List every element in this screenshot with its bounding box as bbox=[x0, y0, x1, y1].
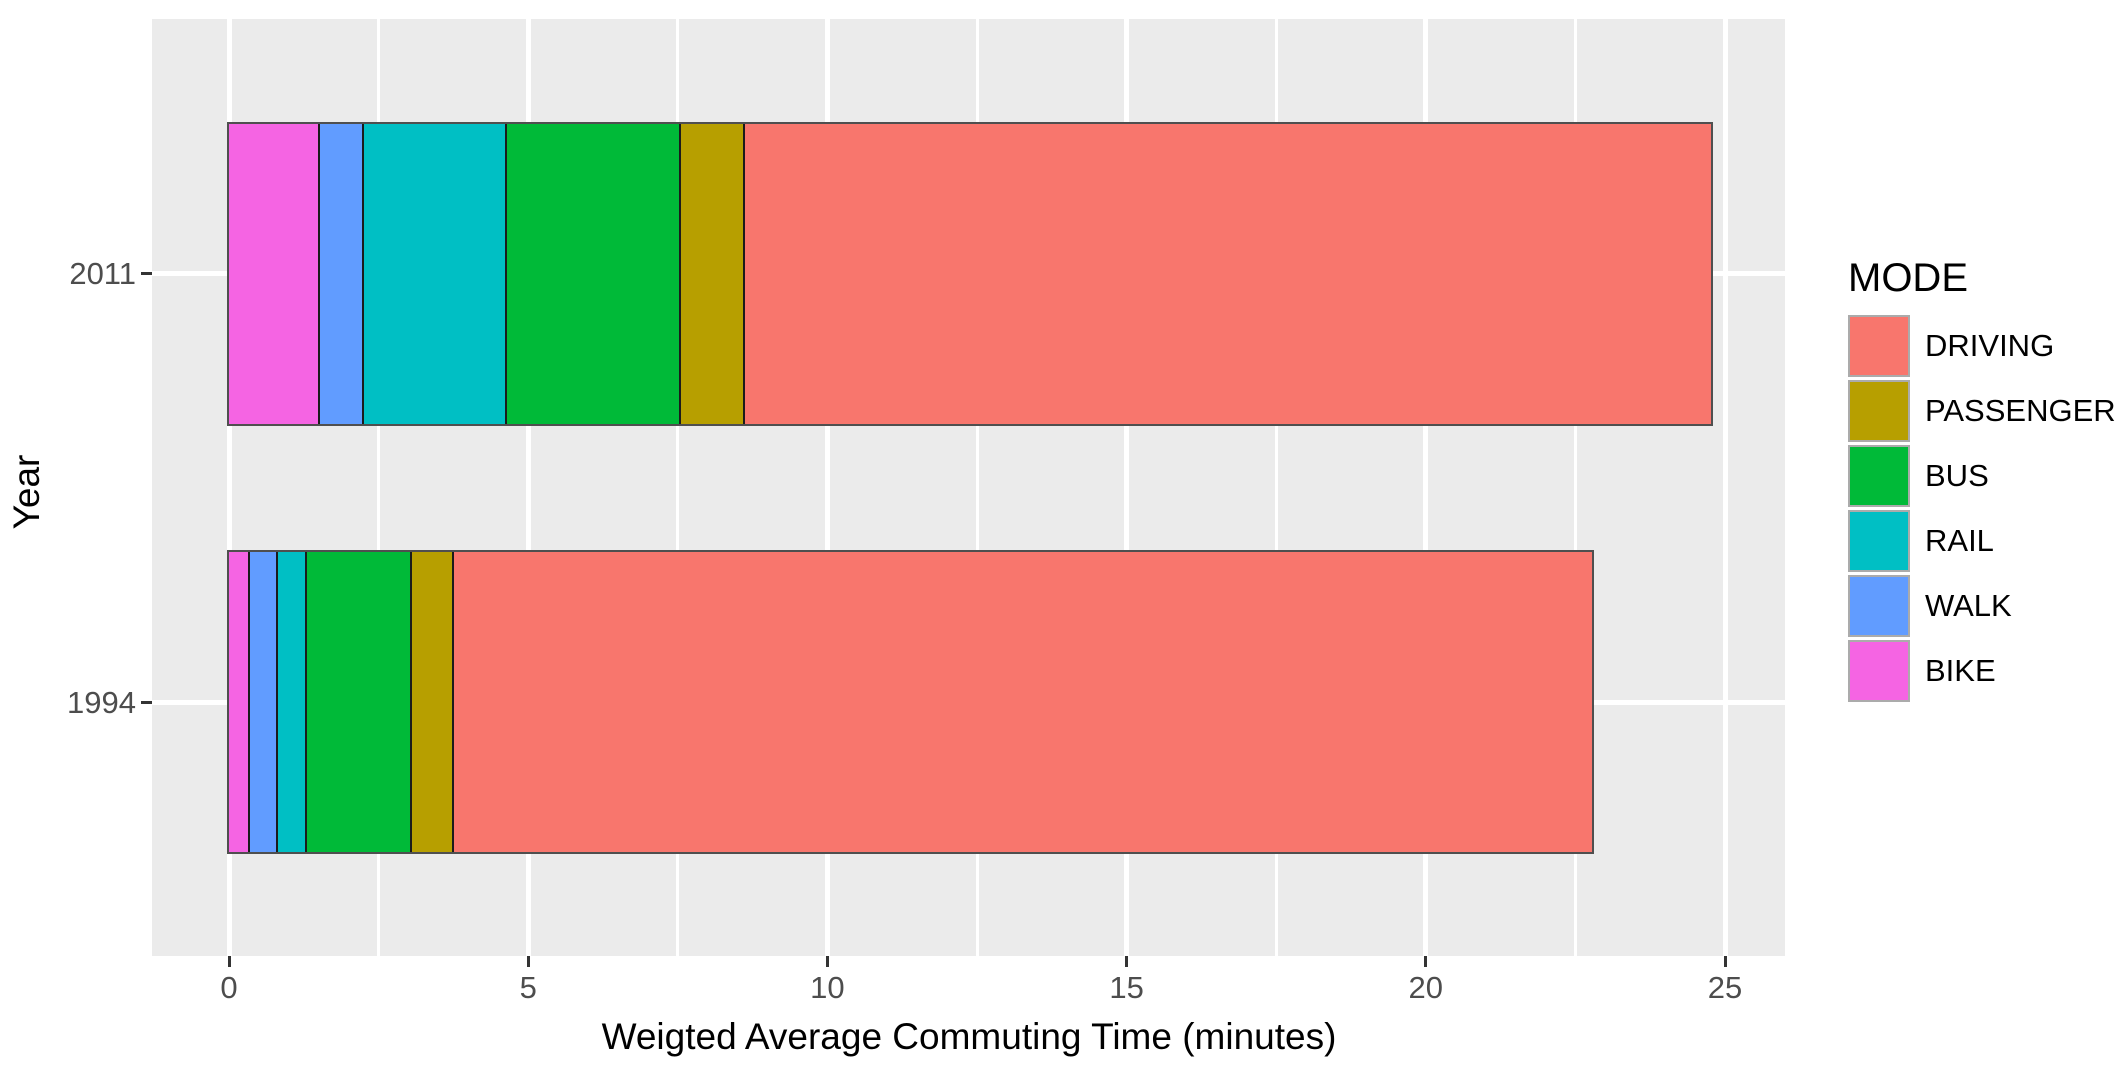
minor-gridline bbox=[975, 19, 979, 956]
minor-gridline bbox=[1274, 19, 1278, 956]
x-tick-mark bbox=[825, 956, 829, 967]
plot-panel bbox=[152, 19, 1785, 956]
major-gridline bbox=[525, 19, 531, 956]
legend-items: DRIVING PASSENGER BUS RAIL WALK BIKE bbox=[1848, 315, 2128, 705]
x-tick-mark bbox=[227, 956, 231, 967]
minor-gridline bbox=[676, 19, 680, 956]
x-tick-label: 20 bbox=[1408, 970, 1444, 1005]
bar-segment-2011-rail bbox=[361, 123, 506, 424]
legend-item-label: RAIL bbox=[1925, 523, 1994, 558]
bar-2011 bbox=[227, 121, 1714, 426]
legend: MODE DRIVING PASSENGER BUS RAIL WALK BIKE bbox=[1848, 256, 2128, 705]
legend-key-swatch bbox=[1848, 575, 1910, 637]
y-axis-title: Year bbox=[6, 454, 47, 530]
legend-item-bus: BUS bbox=[1848, 445, 2128, 507]
legend-item-passenger: PASSENGER bbox=[1848, 380, 2128, 442]
x-tick-label: 15 bbox=[1109, 970, 1144, 1005]
x-tick-mark bbox=[1424, 956, 1428, 967]
bar-segment-2011-driving bbox=[742, 123, 1712, 424]
bar-segment-2011-bike bbox=[229, 123, 319, 424]
legend-item-rail: RAIL bbox=[1848, 510, 2128, 572]
y-tick-label: 1994 bbox=[67, 684, 136, 720]
x-tick-label: 25 bbox=[1707, 970, 1743, 1005]
x-tick-mark bbox=[1723, 956, 1727, 967]
bar-segment-1994-bus bbox=[304, 552, 411, 852]
major-gridline bbox=[824, 19, 830, 956]
legend-item-label: BUS bbox=[1925, 458, 1989, 493]
legend-item-label: PASSENGER bbox=[1925, 393, 2116, 428]
minor-gridline bbox=[377, 19, 381, 956]
y-tick-mark bbox=[141, 272, 152, 275]
x-tick-label: 5 bbox=[519, 970, 537, 1005]
major-gridline bbox=[1722, 19, 1728, 956]
major-gridline bbox=[1124, 19, 1130, 956]
legend-key-swatch bbox=[1848, 510, 1910, 572]
legend-item-label: BIKE bbox=[1925, 653, 1996, 688]
bar-segment-2011-bus bbox=[505, 123, 679, 424]
legend-item-walk: WALK bbox=[1848, 575, 2128, 637]
x-tick-mark bbox=[526, 956, 530, 967]
bar-1994 bbox=[227, 550, 1595, 854]
legend-item-bike: BIKE bbox=[1848, 640, 2128, 702]
legend-key-swatch bbox=[1848, 445, 1910, 507]
legend-title: MODE bbox=[1848, 256, 1968, 300]
minor-gridline bbox=[1573, 19, 1577, 956]
y-tick-mark bbox=[141, 700, 152, 704]
legend-key-swatch bbox=[1848, 380, 1910, 442]
legend-key-swatch bbox=[1848, 640, 1910, 702]
bar-segment-1994-rail bbox=[276, 552, 305, 852]
major-gridline bbox=[226, 19, 232, 956]
bar-segment-1994-bike bbox=[229, 552, 248, 852]
bar-segment-1994-passenger bbox=[410, 552, 453, 852]
x-tick-label: 0 bbox=[220, 970, 238, 1005]
x-tick-label: 10 bbox=[810, 970, 845, 1005]
major-gridline bbox=[1423, 19, 1429, 956]
bar-segment-1994-driving bbox=[452, 552, 1593, 852]
bar-segment-2011-walk bbox=[318, 123, 362, 424]
bar-segment-1994-walk bbox=[247, 552, 277, 852]
legend-item-driving: DRIVING bbox=[1848, 315, 2128, 377]
legend-key-swatch bbox=[1848, 315, 1910, 377]
legend-item-label: WALK bbox=[1925, 588, 2012, 623]
x-tick-mark bbox=[1125, 956, 1129, 967]
bar-segment-2011-passenger bbox=[678, 123, 743, 424]
y-tick-label: 2011 bbox=[69, 256, 136, 291]
legend-item-label: DRIVING bbox=[1925, 328, 2055, 363]
x-axis-title: Weigted Average Commuting Time (minutes) bbox=[601, 1016, 1337, 1057]
